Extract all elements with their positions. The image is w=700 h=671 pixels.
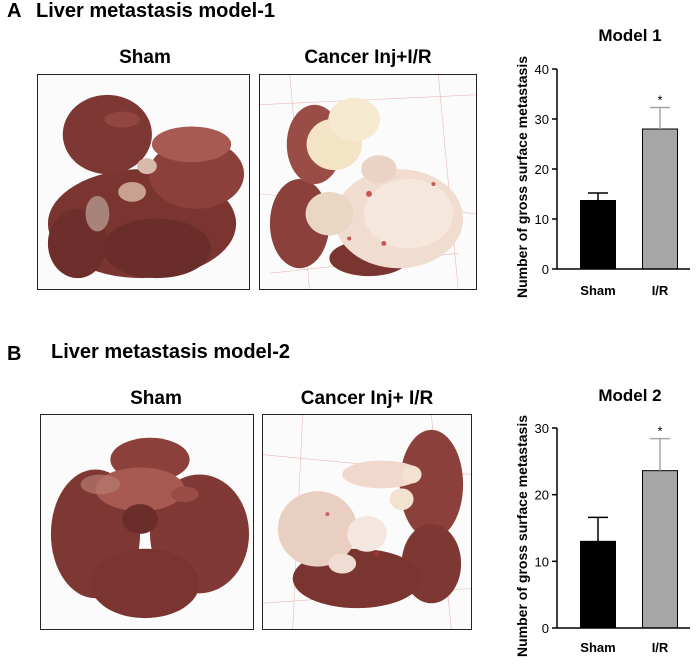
y-tick-label: 30 [535, 421, 549, 436]
y-tick-label: 0 [542, 262, 549, 277]
liver-photo-sham-model-2 [40, 414, 254, 630]
panel-letter-a: A [7, 0, 22, 22]
photo-label-sham-2: Sham [130, 388, 182, 409]
bar-i-r [642, 128, 678, 270]
liver-photo-cancer-model-1 [259, 74, 477, 290]
x-tick-label: Sham [580, 283, 615, 298]
liver-image-cancer-model-1 [260, 75, 476, 289]
liver-photo-sham-model-1 [37, 74, 250, 290]
photo-label-sham-1: Sham [119, 47, 171, 68]
bar-i-r [642, 470, 678, 629]
photo-label-cancer-1: Cancer Inj+I/R [304, 47, 432, 68]
y-axis-label: Number of gross surface metastasis [514, 56, 530, 298]
photo-label-cancer-2: Cancer Inj+ I/R [300, 388, 434, 409]
bar-sham [580, 200, 616, 270]
y-axis-label: Number of gross surface metastasis [514, 415, 530, 657]
x-tick-label: I/R [652, 283, 669, 298]
x-tick-label: I/R [652, 640, 669, 655]
chart-title: Model 2 [598, 386, 661, 405]
bar-chart-model-1: Model 1 Number of gross surface metastasi… [514, 26, 690, 298]
chart-title: Model 1 [598, 26, 661, 45]
y-tick-label: 20 [535, 162, 549, 177]
bar-sham [580, 540, 616, 629]
x-tick-label: Sham [580, 640, 615, 655]
liver-image-sham-model-1 [47, 94, 245, 279]
bar-chart-model-2: Model 2 Number of gross surface metastasi… [514, 386, 690, 657]
panel-title-model-1: Liver metastasis model-1 [36, 0, 275, 22]
y-tick-label: 20 [535, 488, 549, 503]
y-tick-label: 0 [542, 621, 549, 636]
y-tick-label: 40 [535, 62, 549, 77]
panel-letter-b: B [7, 343, 22, 365]
liver-image-cancer-model-2 [263, 415, 471, 629]
y-tick-label: 10 [535, 554, 549, 569]
y-tick-label: 10 [535, 212, 549, 227]
liver-photo-cancer-model-2 [262, 414, 472, 630]
significance-marker: * [657, 93, 662, 108]
liver-image-sham-model-2 [50, 437, 250, 619]
panel-title-model-2: Liver metastasis model-2 [51, 341, 290, 363]
y-tick-label: 30 [535, 112, 549, 127]
significance-marker: * [657, 424, 662, 439]
